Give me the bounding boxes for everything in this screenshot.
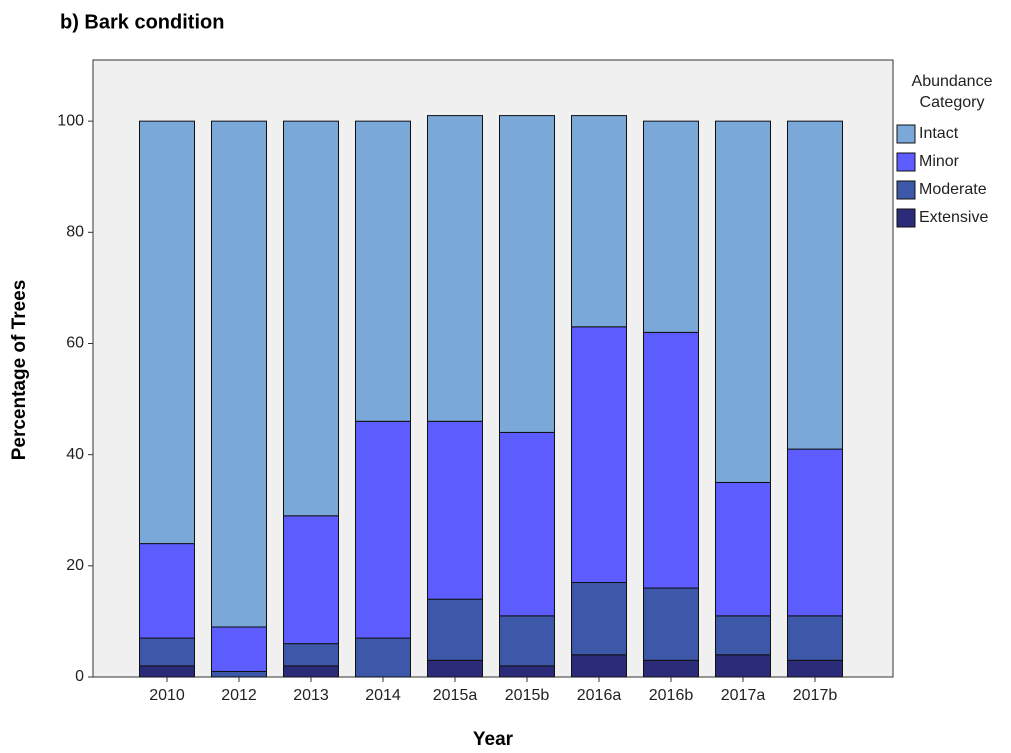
y-tick-label: 20 bbox=[66, 557, 84, 574]
bar-segment bbox=[283, 515, 339, 645]
bar-segment bbox=[499, 431, 555, 617]
x-tick-label: 2013 bbox=[293, 687, 329, 704]
x-tick-label: 2017b bbox=[793, 687, 838, 704]
legend-label: Moderate bbox=[919, 181, 987, 198]
chart-title: b) Bark condition bbox=[60, 11, 224, 33]
bar-segment bbox=[643, 587, 699, 661]
bar-segment bbox=[715, 615, 771, 656]
bar-segment bbox=[283, 643, 339, 667]
y-tick-label: 100 bbox=[57, 112, 84, 129]
bar-segment bbox=[211, 626, 267, 672]
legend-label: Intact bbox=[919, 125, 959, 142]
x-tick-label: 2016b bbox=[649, 687, 694, 704]
legend-swatch bbox=[896, 124, 916, 144]
y-tick-label: 60 bbox=[66, 335, 84, 352]
x-tick-label: 2010 bbox=[149, 687, 185, 704]
bar-segment bbox=[715, 120, 771, 483]
x-tick-label: 2015b bbox=[505, 687, 550, 704]
legend-title: Category bbox=[920, 94, 985, 111]
bar-segment bbox=[787, 120, 843, 450]
bar-segment bbox=[139, 637, 195, 667]
bar-segment bbox=[571, 326, 627, 584]
bar-segment bbox=[571, 115, 627, 328]
bar-segment bbox=[427, 598, 483, 661]
bar-segment bbox=[499, 615, 555, 667]
bar-segment bbox=[643, 659, 699, 678]
bar-segment bbox=[139, 665, 195, 678]
y-tick-label: 0 bbox=[75, 668, 84, 685]
y-axis-title: Percentage of Trees bbox=[9, 280, 30, 461]
x-axis-title: Year bbox=[473, 729, 514, 750]
x-tick-label: 2017a bbox=[721, 687, 766, 704]
legend-label: Extensive bbox=[919, 209, 988, 226]
y-tick-label: 80 bbox=[66, 224, 84, 241]
bar-segment bbox=[283, 120, 339, 517]
bar-segment bbox=[355, 637, 411, 678]
x-tick-label: 2015a bbox=[433, 687, 478, 704]
bar-segment bbox=[571, 582, 627, 656]
bar-segment bbox=[499, 665, 555, 678]
bar-segment bbox=[787, 448, 843, 617]
bar-segment bbox=[283, 665, 339, 678]
legend-label: Minor bbox=[919, 153, 960, 170]
bar-segment bbox=[787, 615, 843, 661]
bar-segment bbox=[715, 654, 771, 678]
bar-segment bbox=[139, 120, 195, 545]
bar-segment bbox=[499, 115, 555, 433]
legend-swatch bbox=[896, 208, 916, 228]
bar-segment bbox=[571, 654, 627, 678]
bar-segment bbox=[211, 120, 267, 628]
bar-segment bbox=[643, 120, 699, 333]
legend-swatch bbox=[896, 152, 916, 172]
bar-segment bbox=[787, 659, 843, 678]
x-tick-label: 2012 bbox=[221, 687, 257, 704]
legend-swatch bbox=[896, 180, 916, 200]
bar-segment bbox=[715, 481, 771, 617]
legend-title: Abundance bbox=[912, 73, 993, 90]
bar-segment bbox=[355, 420, 411, 639]
bar-segment bbox=[211, 670, 267, 678]
bar-segment bbox=[427, 659, 483, 678]
x-tick-label: 2014 bbox=[365, 687, 401, 704]
bar-segment bbox=[139, 543, 195, 639]
bar-segment bbox=[355, 120, 411, 422]
bar-segment bbox=[643, 331, 699, 589]
y-tick-label: 40 bbox=[66, 446, 84, 463]
bar-segment bbox=[427, 115, 483, 422]
bar-segment bbox=[427, 420, 483, 600]
x-tick-label: 2016a bbox=[577, 687, 622, 704]
